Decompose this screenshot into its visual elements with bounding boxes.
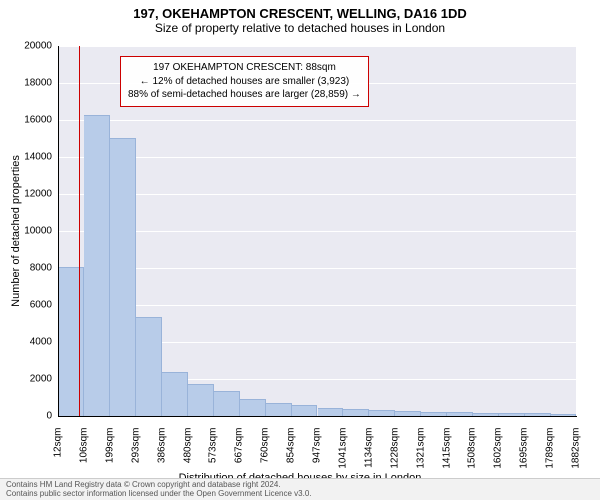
y-tick-label: 20000 (24, 41, 52, 52)
annotation-line1: 197 OKEHAMPTON CRESCENT: 88sqm (128, 61, 361, 75)
x-tick-label: 854sqm (286, 428, 297, 464)
x-tick-label: 1041sqm (337, 428, 348, 469)
annotation-box: 197 OKEHAMPTON CRESCENT: 88sqm ← 12% of … (120, 56, 369, 107)
x-tick-label: 1321sqm (415, 428, 426, 469)
y-tick-label: 14000 (24, 152, 52, 163)
x-tick-label: 1695sqm (519, 428, 530, 469)
histogram-bar (473, 413, 499, 416)
histogram-bar (447, 412, 473, 416)
y-tick-label: 0 (46, 411, 52, 422)
x-tick-label: 1415sqm (441, 428, 452, 469)
histogram-bar (395, 411, 421, 416)
gridline (58, 46, 576, 47)
histogram-bar (525, 413, 551, 416)
reference-line (79, 46, 81, 416)
x-tick-label: 480sqm (182, 428, 193, 464)
x-tick-label: 573sqm (208, 428, 219, 464)
y-tick-label: 8000 (30, 263, 52, 274)
x-tick-label: 199sqm (104, 428, 115, 464)
footer-line1: Contains HM Land Registry data © Crown c… (6, 480, 594, 490)
gridline (58, 120, 576, 121)
x-tick-label: 760sqm (260, 428, 271, 464)
x-tick-label: 386sqm (156, 428, 167, 464)
x-tick-label: 1602sqm (493, 428, 504, 469)
histogram-bar (214, 391, 240, 416)
plot-area: 0200040006000800010000120001400016000180… (58, 46, 576, 416)
annotation-line3: 88% of semi-detached houses are larger (… (128, 88, 361, 102)
histogram-bar (499, 413, 525, 416)
y-axis-label: Number of detached properties (10, 155, 22, 307)
y-tick-label: 18000 (24, 78, 52, 89)
y-tick-label: 16000 (24, 115, 52, 126)
chart-title-main: 197, OKEHAMPTON CRESCENT, WELLING, DA16 … (0, 0, 600, 21)
x-tick-label: 106sqm (78, 428, 89, 464)
y-tick-label: 2000 (30, 374, 52, 385)
chart-container: 197, OKEHAMPTON CRESCENT, WELLING, DA16 … (0, 0, 600, 500)
histogram-bar (369, 410, 395, 416)
footer: Contains HM Land Registry data © Crown c… (0, 478, 600, 500)
x-tick-label: 12sqm (53, 428, 64, 458)
histogram-bar (188, 384, 214, 416)
x-tick-label: 1882sqm (571, 428, 582, 469)
x-tick-label: 1134sqm (363, 428, 374, 468)
histogram-bar (318, 408, 344, 416)
chart-title-sub: Size of property relative to detached ho… (0, 21, 600, 39)
histogram-bar (136, 317, 162, 416)
histogram-bar (343, 409, 369, 416)
x-tick-label: 1789sqm (545, 428, 556, 469)
annotation-line2: ← 12% of detached houses are smaller (3,… (128, 75, 361, 89)
histogram-bar (292, 405, 318, 416)
x-tick-label: 947sqm (312, 428, 323, 464)
y-tick-label: 12000 (24, 189, 52, 200)
histogram-bar (240, 399, 266, 416)
x-tick-label: 667sqm (234, 428, 245, 464)
footer-line2: Contains public sector information licen… (6, 489, 594, 499)
histogram-bar (266, 403, 292, 416)
histogram-bar (59, 267, 85, 416)
histogram-bar (421, 412, 447, 416)
x-tick-label: 1228sqm (389, 428, 400, 469)
histogram-bar (551, 414, 577, 416)
histogram-bar (84, 115, 110, 416)
x-tick-label: 293sqm (130, 428, 141, 464)
gridline (58, 416, 576, 417)
histogram-bar (162, 372, 188, 416)
y-tick-label: 6000 (30, 300, 52, 311)
x-tick-label: 1508sqm (467, 428, 478, 469)
histogram-bar (110, 138, 136, 417)
y-tick-label: 10000 (24, 226, 52, 237)
y-tick-label: 4000 (30, 337, 52, 348)
